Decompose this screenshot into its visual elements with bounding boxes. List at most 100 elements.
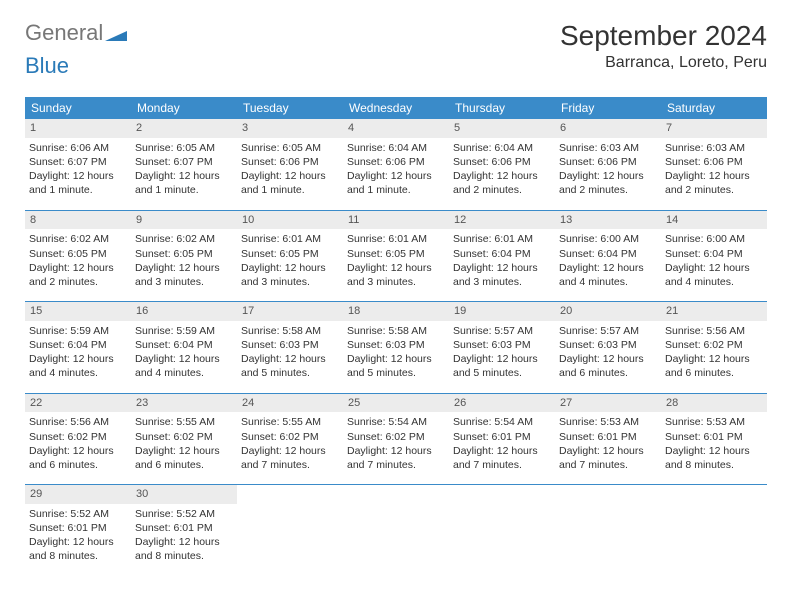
day-number: 14 <box>661 211 767 230</box>
daylight-text: Daylight: 12 hours and 7 minutes. <box>347 444 445 472</box>
sunrise-text: Sunrise: 5:59 AM <box>29 324 127 338</box>
sunset-text: Sunset: 6:03 PM <box>559 338 657 352</box>
daylight-text: Daylight: 12 hours and 3 minutes. <box>135 261 233 289</box>
daylight-text: Daylight: 12 hours and 5 minutes. <box>241 352 339 380</box>
sunset-text: Sunset: 6:01 PM <box>29 521 127 535</box>
daylight-text: Daylight: 12 hours and 8 minutes. <box>29 535 127 563</box>
daylight-text: Daylight: 12 hours and 3 minutes. <box>453 261 551 289</box>
title-block: September 2024 Barranca, Loreto, Peru <box>560 20 767 72</box>
sunset-text: Sunset: 6:01 PM <box>665 430 763 444</box>
daylight-text: Daylight: 12 hours and 1 minute. <box>241 169 339 197</box>
day-number: 15 <box>25 302 131 321</box>
day-number: 27 <box>555 394 661 413</box>
sunrise-text: Sunrise: 6:03 AM <box>559 141 657 155</box>
dow-header: Monday <box>131 97 237 119</box>
dow-header: Wednesday <box>343 97 449 119</box>
sunrise-text: Sunrise: 6:00 AM <box>665 232 763 246</box>
day-number: 17 <box>237 302 343 321</box>
day-cell: 6 Sunrise: 6:03 AMSunset: 6:06 PMDaylight… <box>555 119 661 204</box>
day-cell: 24Sunrise: 5:55 AMSunset: 6:02 PMDayligh… <box>237 394 343 479</box>
day-number: 24 <box>237 394 343 413</box>
daylight-text: Daylight: 12 hours and 2 minutes. <box>559 169 657 197</box>
daylight-text: Daylight: 12 hours and 8 minutes. <box>135 535 233 563</box>
day-cell: 29 Sunrise: 5:52 AMSunset: 6:01 PMDayligh… <box>25 485 131 570</box>
empty-cell <box>449 485 555 570</box>
day-number: 28 <box>661 394 767 413</box>
sunset-text: Sunset: 6:02 PM <box>665 338 763 352</box>
sunset-text: Sunset: 6:04 PM <box>29 338 127 352</box>
sunrise-text: Sunrise: 5:54 AM <box>347 415 445 429</box>
day-cell: 26Sunrise: 5:54 AMSunset: 6:01 PMDayligh… <box>449 394 555 479</box>
sunset-text: Sunset: 6:04 PM <box>135 338 233 352</box>
sunset-text: Sunset: 6:01 PM <box>453 430 551 444</box>
sunset-text: Sunset: 6:05 PM <box>347 247 445 261</box>
sunrise-text: Sunrise: 5:53 AM <box>665 415 763 429</box>
day-cell: 27Sunrise: 5:53 AMSunset: 6:01 PMDayligh… <box>555 394 661 479</box>
sunset-text: Sunset: 6:07 PM <box>135 155 233 169</box>
sunrise-text: Sunrise: 5:56 AM <box>29 415 127 429</box>
sunrise-text: Sunrise: 5:58 AM <box>241 324 339 338</box>
day-number: 13 <box>555 211 661 230</box>
day-cell: 15 Sunrise: 5:59 AMSunset: 6:04 PMDayligh… <box>25 302 131 387</box>
daylight-text: Daylight: 12 hours and 4 minutes. <box>665 261 763 289</box>
day-cell: 14 Sunrise: 6:00 AMSunset: 6:04 PMDayligh… <box>661 211 767 296</box>
day-number: 2 <box>131 119 237 138</box>
sunrise-text: Sunrise: 5:59 AM <box>135 324 233 338</box>
daylight-text: Daylight: 12 hours and 5 minutes. <box>453 352 551 380</box>
day-number: 22 <box>25 394 131 413</box>
sunrise-text: Sunrise: 5:56 AM <box>665 324 763 338</box>
dow-header: Sunday <box>25 97 131 119</box>
day-cell: 4Sunrise: 6:04 AMSunset: 6:06 PMDaylight… <box>343 119 449 204</box>
sunrise-text: Sunrise: 5:55 AM <box>241 415 339 429</box>
daylight-text: Daylight: 12 hours and 6 minutes. <box>29 444 127 472</box>
day-number: 23 <box>131 394 237 413</box>
day-number: 3 <box>237 119 343 138</box>
daylight-text: Daylight: 12 hours and 5 minutes. <box>347 352 445 380</box>
day-cell: 10Sunrise: 6:01 AMSunset: 6:05 PMDayligh… <box>237 211 343 296</box>
day-number: 9 <box>131 211 237 230</box>
sunset-text: Sunset: 6:04 PM <box>665 247 763 261</box>
sunset-text: Sunset: 6:06 PM <box>559 155 657 169</box>
day-number: 11 <box>343 211 449 230</box>
daylight-text: Daylight: 12 hours and 1 minute. <box>29 169 127 197</box>
sunset-text: Sunset: 6:06 PM <box>665 155 763 169</box>
day-cell: 1Sunrise: 6:06 AMSunset: 6:07 PMDaylight… <box>25 119 131 204</box>
sunrise-text: Sunrise: 5:57 AM <box>453 324 551 338</box>
day-cell: 8Sunrise: 6:02 AMSunset: 6:05 PMDaylight… <box>25 211 131 296</box>
sunrise-text: Sunrise: 6:06 AM <box>29 141 127 155</box>
empty-cell <box>343 485 449 570</box>
day-cell: 16Sunrise: 5:59 AMSunset: 6:04 PMDayligh… <box>131 302 237 387</box>
sunrise-text: Sunrise: 6:05 AM <box>241 141 339 155</box>
sunset-text: Sunset: 6:03 PM <box>453 338 551 352</box>
day-cell: 9Sunrise: 6:02 AMSunset: 6:05 PMDaylight… <box>131 211 237 296</box>
daylight-text: Daylight: 12 hours and 4 minutes. <box>559 261 657 289</box>
day-number: 6 <box>555 119 661 138</box>
sunset-text: Sunset: 6:06 PM <box>453 155 551 169</box>
day-cell: 2Sunrise: 6:05 AMSunset: 6:07 PMDaylight… <box>131 119 237 204</box>
day-number: 5 <box>449 119 555 138</box>
sunset-text: Sunset: 6:01 PM <box>135 521 233 535</box>
sunrise-text: Sunrise: 6:05 AM <box>135 141 233 155</box>
daylight-text: Daylight: 12 hours and 4 minutes. <box>29 352 127 380</box>
sunrise-text: Sunrise: 6:01 AM <box>241 232 339 246</box>
day-cell: 21Sunrise: 5:56 AMSunset: 6:02 PMDayligh… <box>661 302 767 387</box>
sunrise-text: Sunrise: 5:52 AM <box>29 507 127 521</box>
day-number: 26 <box>449 394 555 413</box>
day-number: 16 <box>131 302 237 321</box>
day-cell: 20Sunrise: 5:57 AMSunset: 6:03 PMDayligh… <box>555 302 661 387</box>
dow-header: Saturday <box>661 97 767 119</box>
daylight-text: Daylight: 12 hours and 6 minutes. <box>559 352 657 380</box>
day-cell: 23 Sunrise: 5:55 AMSunset: 6:02 PMDayligh… <box>131 394 237 479</box>
sunset-text: Sunset: 6:02 PM <box>347 430 445 444</box>
day-number: 1 <box>25 119 131 138</box>
empty-cell <box>237 485 343 570</box>
daylight-text: Daylight: 12 hours and 6 minutes. <box>135 444 233 472</box>
sunrise-text: Sunrise: 5:53 AM <box>559 415 657 429</box>
day-number: 29 <box>25 485 131 504</box>
day-number: 20 <box>555 302 661 321</box>
logo-text-1: General <box>25 20 103 46</box>
sunrise-text: Sunrise: 5:55 AM <box>135 415 233 429</box>
dow-header: Thursday <box>449 97 555 119</box>
sunrise-text: Sunrise: 5:58 AM <box>347 324 445 338</box>
sunset-text: Sunset: 6:02 PM <box>135 430 233 444</box>
